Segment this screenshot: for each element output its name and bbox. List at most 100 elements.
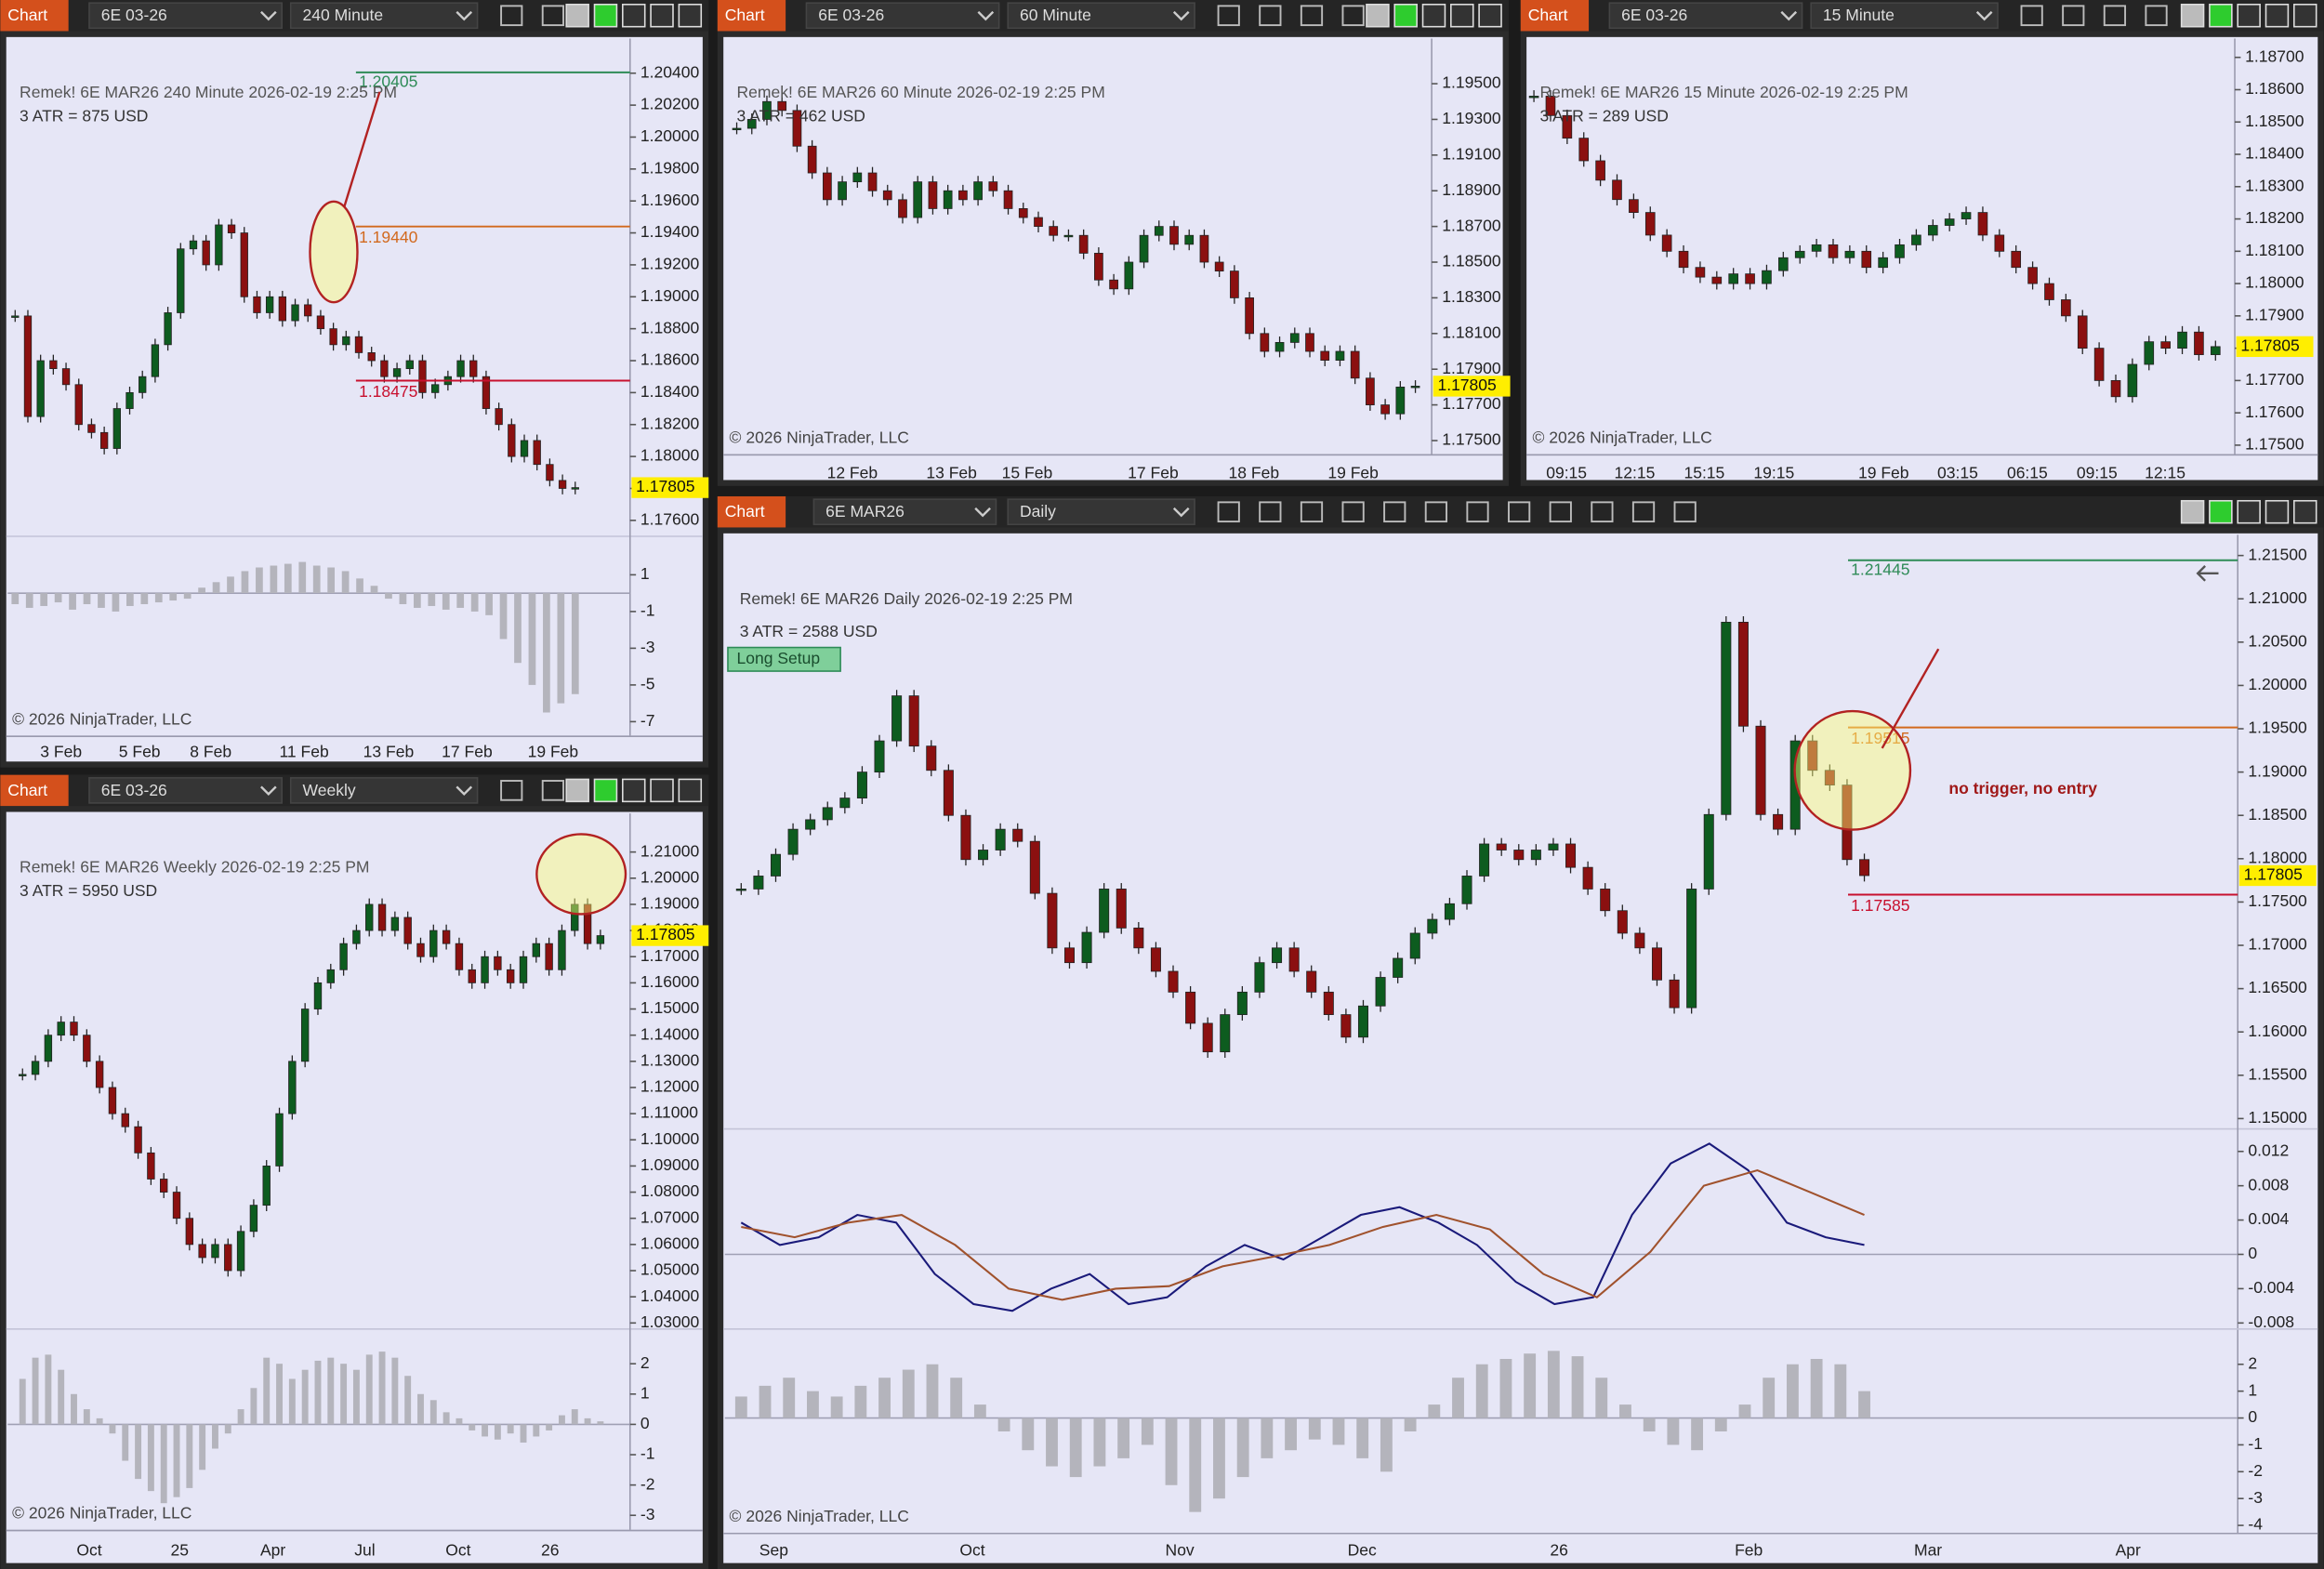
interval-dropdown[interactable] [289, 2, 479, 30]
dropdown-arrow[interactable] [1172, 10, 1190, 21]
window-control[interactable] [650, 3, 674, 28]
toolbar-button[interactable] [2020, 5, 2043, 27]
candle-body [1686, 889, 1697, 1009]
instrument-dropdown[interactable] [88, 777, 283, 804]
toolbar-button[interactable] [500, 780, 523, 801]
dropdown-arrow[interactable] [1975, 10, 1993, 21]
toolbar-button[interactable] [1259, 5, 1282, 27]
window-control[interactable] [2237, 499, 2261, 524]
histogram-bar [276, 1364, 283, 1425]
candle-body [1513, 850, 1525, 861]
toolbar-button[interactable] [1217, 5, 1240, 27]
dropdown-arrow[interactable] [260, 10, 277, 21]
window-control[interactable] [565, 3, 589, 28]
toolbar-button[interactable] [1383, 501, 1406, 523]
toolbar-button[interactable] [1631, 501, 1656, 523]
window-control[interactable] [622, 778, 646, 803]
window-control[interactable] [678, 3, 703, 28]
time-label: 13 Feb [926, 464, 977, 482]
dropdown-arrow[interactable] [1172, 507, 1190, 518]
dropdown-arrow[interactable] [977, 10, 995, 21]
chart-tab[interactable] [0, 774, 69, 807]
toolbar-button[interactable] [1259, 501, 1282, 523]
interval-dropdown[interactable] [289, 777, 479, 804]
instrument-dropdown-label[interactable]: 6E 03-26 [1621, 6, 1687, 24]
toolbar-button[interactable] [2103, 5, 2127, 27]
dropdown-arrow[interactable] [260, 785, 277, 797]
price-tick-label: 1.07000 [640, 1207, 700, 1226]
window-control[interactable] [593, 778, 618, 803]
window-control[interactable] [2180, 3, 2205, 28]
toolbar-button[interactable] [541, 780, 564, 801]
toolbar-button[interactable] [541, 5, 564, 27]
instrument-dropdown[interactable] [1608, 2, 1803, 30]
toolbar-button[interactable] [1300, 501, 1324, 523]
chart-tab-label[interactable]: Chart [725, 502, 765, 521]
window-control[interactable] [2292, 499, 2317, 524]
interval-dropdown-label[interactable]: Weekly [303, 781, 356, 799]
toolbar-button[interactable] [1508, 501, 1531, 523]
window-control[interactable] [1366, 3, 1390, 28]
window-control[interactable] [2265, 3, 2290, 28]
toolbar-button[interactable] [1217, 501, 1240, 523]
dropdown-arrow[interactable] [456, 10, 473, 21]
dropdown-arrow[interactable] [456, 785, 473, 797]
window-control[interactable] [2209, 3, 2233, 28]
interval-dropdown-label[interactable]: Daily [1020, 502, 1056, 521]
window-control[interactable] [1393, 3, 1418, 28]
chart-tab[interactable] [1520, 0, 1590, 32]
instrument-dropdown[interactable] [805, 2, 1000, 30]
instrument-dropdown[interactable] [812, 498, 997, 526]
window-control[interactable] [1421, 3, 1446, 28]
chart-tab-label[interactable]: Chart [1528, 6, 1568, 24]
histogram-bar [212, 582, 220, 594]
window-control[interactable] [1478, 3, 1502, 28]
candle-body [532, 943, 541, 957]
window-control[interactable] [2180, 499, 2205, 524]
chart-tab[interactable] [717, 0, 786, 32]
toolbar-button[interactable] [1549, 501, 1572, 523]
window-control[interactable] [2237, 3, 2261, 28]
instrument-dropdown-label[interactable]: 6E 03-26 [101, 781, 167, 799]
chart-tab-label[interactable]: Chart [725, 6, 765, 24]
interval-dropdown[interactable] [1007, 2, 1195, 30]
toolbar-button[interactable] [1341, 5, 1365, 27]
chart-tab[interactable] [717, 495, 786, 528]
toolbar-button[interactable] [1424, 501, 1447, 523]
window-control[interactable] [2265, 499, 2290, 524]
instrument-dropdown-label[interactable]: 6E MAR26 [825, 502, 905, 521]
window-control[interactable] [1450, 3, 1474, 28]
chart-tab-label[interactable]: Chart [7, 6, 47, 24]
instrument-dropdown-label[interactable]: 6E 03-26 [818, 6, 884, 24]
toolbar-button[interactable] [1341, 501, 1365, 523]
dropdown-arrow[interactable] [974, 507, 991, 518]
toolbar-button[interactable] [1591, 501, 1614, 523]
interval-dropdown[interactable] [1007, 498, 1195, 526]
toolbar-button[interactable] [2062, 5, 2085, 27]
interval-dropdown-label[interactable]: 240 Minute [303, 6, 384, 24]
toolbar-button[interactable] [500, 5, 523, 27]
instrument-dropdown[interactable] [88, 2, 283, 30]
dropdown-arrow[interactable] [1780, 10, 1798, 21]
toolbar-button[interactable] [2145, 5, 2168, 27]
window-control[interactable] [2292, 3, 2317, 28]
chart-tab-label[interactable]: Chart [7, 781, 47, 799]
interval-dropdown[interactable] [1810, 2, 1999, 30]
window-control[interactable] [2209, 499, 2233, 524]
interval-dropdown-label[interactable]: 60 Minute [1020, 6, 1091, 24]
window-control[interactable] [593, 3, 618, 28]
window-control[interactable] [650, 778, 674, 803]
interval-dropdown-label[interactable]: 15 Minute [1823, 6, 1895, 24]
instrument-dropdown-label[interactable]: 6E 03-26 [101, 6, 167, 24]
back-arrow[interactable] [2196, 565, 2219, 582]
toolbar-button[interactable] [1300, 5, 1324, 27]
window-control[interactable] [678, 778, 703, 803]
window-control[interactable] [565, 778, 589, 803]
window-control[interactable] [622, 3, 646, 28]
copyright: © 2026 NinjaTrader, LLC [1532, 428, 1711, 446]
candle-body [1124, 261, 1134, 290]
toolbar-button[interactable] [1673, 501, 1697, 523]
chart-tab[interactable] [0, 0, 69, 32]
toolbar-button[interactable] [1466, 501, 1489, 523]
chart-window: Chart 6E 03-26 15 Minute 1.18700 1.18600 1.18… [1520, 0, 2324, 486]
